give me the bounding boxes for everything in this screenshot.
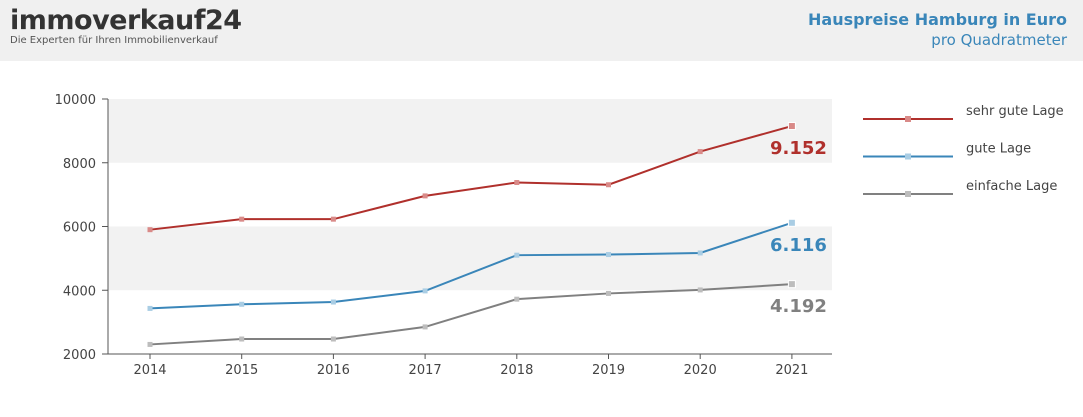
data-point xyxy=(787,218,796,227)
data-point xyxy=(787,122,796,131)
data-point xyxy=(606,182,611,188)
data-point xyxy=(514,180,520,186)
data-point xyxy=(330,216,336,222)
data-point xyxy=(239,216,245,222)
x-tick-label: 2015 xyxy=(225,363,258,378)
data-point xyxy=(239,336,245,342)
y-tick-label: 8000 xyxy=(63,157,96,172)
data-point xyxy=(606,290,611,296)
data-point xyxy=(422,324,428,330)
data-point xyxy=(147,227,153,233)
series-line xyxy=(149,221,793,310)
legend-marker xyxy=(905,153,911,160)
chart-subtitle: pro Quadratmeter xyxy=(931,31,1067,49)
data-point xyxy=(422,193,428,199)
x-tick-label: 2014 xyxy=(133,363,166,378)
data-point xyxy=(147,341,153,347)
y-tick-label: 2000 xyxy=(63,348,96,363)
chart-title: Hauspreise Hamburg in Euro xyxy=(808,10,1067,29)
data-point xyxy=(239,301,245,307)
data-point xyxy=(697,287,703,293)
x-tick-label: 2017 xyxy=(409,363,442,378)
y-tick-label: 6000 xyxy=(63,221,96,236)
x-tick-label: 2016 xyxy=(317,363,350,378)
data-point xyxy=(330,299,336,305)
series-line xyxy=(149,125,793,231)
legend-label: einfache Lage xyxy=(966,179,1057,194)
y-tick-label: 10000 xyxy=(55,93,96,108)
logo-wordmark: immoverkauf24 xyxy=(10,5,242,36)
legend-label: sehr gute Lage xyxy=(966,104,1064,119)
logo: immoverkauf24 Die Experten für Ihren Imm… xyxy=(10,6,242,47)
x-tick-label: 2019 xyxy=(592,363,625,378)
header-bar: immoverkauf24 Die Experten für Ihren Imm… xyxy=(0,0,1083,61)
data-point xyxy=(697,149,703,155)
data-point xyxy=(697,250,703,256)
data-point xyxy=(330,336,336,342)
legend-marker xyxy=(905,116,911,122)
x-tick-label: 2020 xyxy=(684,363,717,378)
end-value-label: 9.152 xyxy=(770,138,827,159)
data-point xyxy=(514,296,520,302)
grid-band xyxy=(108,99,832,163)
y-tick-label: 4000 xyxy=(63,284,96,299)
grid-band xyxy=(108,226,832,291)
end-value-label: 6.116 xyxy=(770,235,827,256)
x-tick-label: 2021 xyxy=(775,363,808,378)
end-value-label: 4.192 xyxy=(770,296,827,317)
data-point xyxy=(606,252,611,258)
logo-tagline: Die Experten für Ihren Immobilienverkauf xyxy=(10,35,218,46)
data-point xyxy=(787,280,796,289)
series-line xyxy=(149,283,792,346)
legend-label: gute Lage xyxy=(966,142,1031,157)
legend-marker xyxy=(905,191,911,197)
data-point xyxy=(422,288,428,294)
data-point xyxy=(147,305,153,311)
x-tick-label: 2018 xyxy=(500,363,533,378)
data-point xyxy=(514,252,520,258)
title-block: Hauspreise Hamburg in Euro pro Quadratme… xyxy=(808,10,1067,50)
